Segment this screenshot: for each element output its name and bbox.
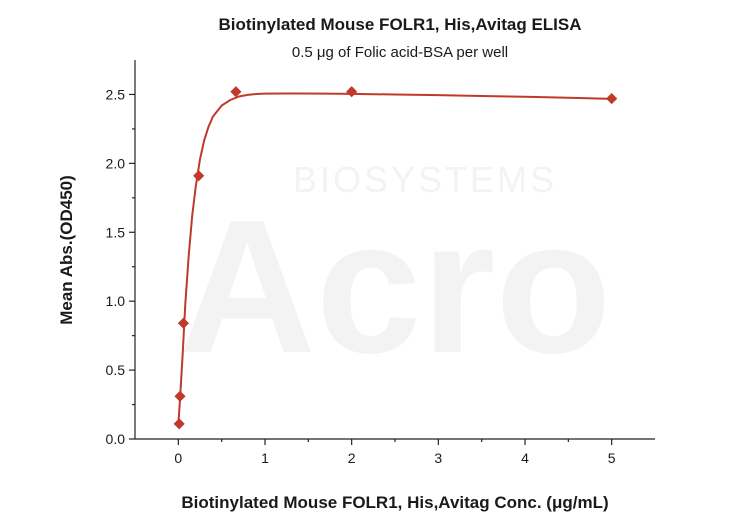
chart-subtitle: 0.5 μg of Folic acid-BSA per well [292, 44, 508, 61]
x-tick-label: 0 [174, 450, 182, 466]
watermark-brand-large: Acro [179, 181, 612, 393]
data-point-marker [230, 86, 242, 98]
x-tick-label: 5 [608, 450, 616, 466]
y-tick-label: 2.5 [106, 86, 126, 102]
x-tick-label: 2 [348, 450, 356, 466]
y-tick-label: 1.5 [106, 224, 126, 240]
x-tick-label: 1 [261, 450, 269, 466]
data-points [173, 86, 618, 430]
x-tick-label: 3 [434, 450, 442, 466]
ticks: 0 1 2 3 4 5 0.0 0.5 1.0 1.5 2.0 2.5 [106, 86, 616, 466]
x-tick-label: 4 [521, 450, 529, 466]
fit-curve-line [177, 92, 612, 426]
y-tick-label: 1.0 [106, 293, 126, 309]
y-tick-label: 0.0 [106, 431, 126, 447]
fit-curve-layer [177, 92, 612, 426]
y-tick-label: 0.5 [106, 362, 126, 378]
watermark: BIOSYSTEMS Acro [179, 159, 612, 393]
data-point-marker [193, 170, 205, 182]
data-point-marker [346, 86, 358, 98]
data-point-marker [174, 390, 186, 402]
data-point-marker [173, 418, 185, 430]
y-axis-label: Mean Abs.(OD450) [57, 175, 76, 325]
data-point-marker [606, 93, 618, 105]
watermark-brand-small: BIOSYSTEMS [293, 159, 557, 200]
data-point-marker [177, 317, 189, 329]
chart-title: Biotinylated Mouse FOLR1, His,Avitag ELI… [218, 15, 581, 34]
y-tick-label: 2.0 [106, 155, 126, 171]
x-axis-label: Biotinylated Mouse FOLR1, His,Avitag Con… [181, 493, 608, 512]
